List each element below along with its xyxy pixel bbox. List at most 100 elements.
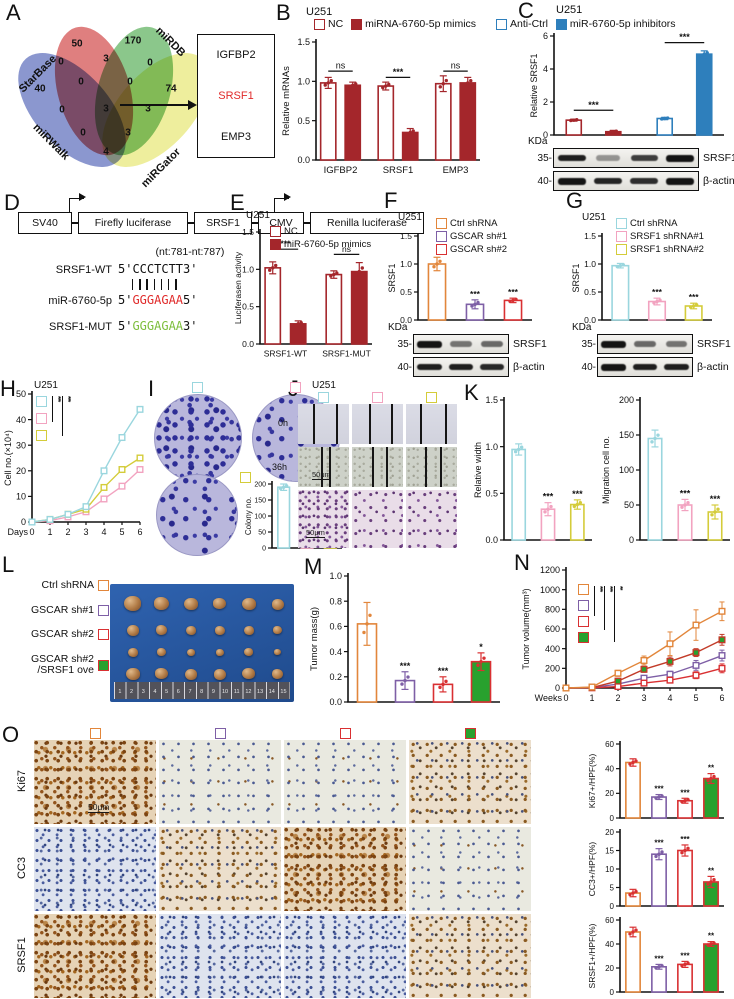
svg-text:***: ***: [680, 835, 690, 844]
ruler-number: 4: [153, 689, 157, 695]
panel-b-legend: NC miRNA-6760-5p mimics: [314, 18, 476, 30]
svg-text:200: 200: [619, 395, 634, 405]
legend-label: SRSF1 shRNA#1: [630, 231, 704, 242]
svg-text:0.5: 0.5: [485, 489, 498, 499]
svg-text:1.0: 1.0: [242, 264, 254, 274]
seq-suffix: 3': [183, 262, 198, 276]
legend-label: miR-6760-5p inhibitors: [569, 18, 676, 30]
ruler-number: 10: [221, 689, 229, 695]
blot-band: [601, 363, 627, 371]
svg-text:5: 5: [119, 527, 124, 537]
micrograph-cell: [298, 404, 349, 444]
svg-text:0.5: 0.5: [242, 302, 254, 312]
svg-text:0.5: 0.5: [297, 116, 310, 126]
colony-marker-sh2: [240, 472, 251, 483]
svg-text:0: 0: [610, 902, 615, 911]
panel-letter-e: E: [230, 190, 245, 215]
panel-c-title: U251: [556, 4, 583, 16]
blot-band: [596, 155, 620, 161]
venn-count: 0: [58, 56, 64, 68]
blot-lane: [554, 177, 590, 185]
legend-swatch: [555, 18, 567, 30]
ihc-image-cell: [284, 740, 406, 824]
blot-band: [665, 341, 688, 347]
blot-band: [417, 363, 442, 371]
svg-text:0.8: 0.8: [329, 596, 342, 606]
svg-text:***: ***: [280, 239, 291, 249]
legend-item: miR-6760-5p mimics: [270, 239, 371, 250]
scale-bar-label: 50μm: [306, 528, 325, 538]
svg-text:4: 4: [667, 693, 672, 703]
panel-n-legend: [578, 584, 589, 643]
blot-lane: [477, 363, 508, 371]
svg-text:1.0: 1.0: [485, 442, 498, 452]
panel-m-chart: 0.0 0.2 0.4 0.6 0.8 1.0 Tumor mass(g) *** *** *: [308, 568, 508, 710]
blot-protein-label: SRSF1: [697, 338, 731, 350]
base-pair-line: [146, 279, 148, 290]
legend-item: NC: [314, 18, 343, 30]
svg-text:60: 60: [605, 740, 614, 749]
venn-count: 3: [103, 103, 109, 115]
svg-text:***: ***: [438, 666, 449, 676]
significance-stars: ***: [54, 396, 61, 402]
svg-text:6: 6: [719, 693, 724, 703]
blot-band: [663, 363, 689, 371]
venn-count: 40: [34, 83, 46, 95]
blot-band: [557, 154, 587, 162]
svg-text:***: ***: [680, 788, 690, 797]
panel-letter-a: A: [6, 0, 21, 25]
svg-text:1000: 1000: [540, 585, 560, 595]
svg-text:800: 800: [545, 605, 560, 615]
ruler-number: 9: [211, 689, 215, 695]
micrograph-cell: [298, 447, 349, 487]
panel-g-legend: Ctrl shRNA SRSF1 shRNA#1 SRSF1 shRNA#2: [616, 218, 704, 255]
svg-text:**: **: [708, 932, 715, 941]
svg-text:0: 0: [610, 988, 615, 997]
base-pair-line: [160, 279, 163, 290]
ruler-number: 14: [268, 689, 275, 695]
svg-text:0.5: 0.5: [584, 287, 596, 297]
blot-lane: [661, 363, 692, 371]
wound-marker-ctrl: [318, 392, 329, 403]
scale-bar-label: 50μm: [312, 470, 331, 480]
ihc-image-cell: [284, 827, 406, 911]
ihc-image-cell: [34, 827, 156, 911]
seq-prefix: 5': [118, 319, 133, 333]
svg-text:ns: ns: [336, 61, 346, 71]
svg-text:150: 150: [254, 498, 266, 505]
panel-letter-d: D: [4, 190, 20, 215]
seq-core: GGGAGAA: [132, 293, 184, 307]
legend-label: miR-6760-5p mimics: [284, 239, 372, 250]
tumor-sample: [125, 667, 140, 680]
panel-e-legend: NC miR-6760-5p mimics: [270, 226, 371, 250]
construct-connector: [72, 222, 78, 224]
legend-item: Anti-Ctrl: [496, 18, 548, 30]
svg-text:200: 200: [545, 664, 560, 674]
legend-label: GSCAR sh#1: [450, 231, 508, 242]
legend-item: [578, 632, 589, 643]
blot-row: 40 β-actin: [388, 357, 547, 377]
svg-text:**: **: [708, 866, 715, 875]
svg-text:5: 5: [610, 883, 615, 892]
svg-text:***: ***: [679, 32, 690, 42]
micrograph-cell: [406, 404, 457, 444]
panel-e-title: U251: [246, 210, 270, 221]
tumor-sample: [157, 648, 166, 656]
ihc-row-label-srsf1: SRSF1: [16, 937, 28, 973]
ruler-number: 2: [130, 689, 134, 695]
venn-count: 4: [103, 146, 109, 158]
blot-band: [630, 154, 658, 162]
blot-strip: [597, 357, 693, 377]
venn-diagram: StarBase miRDB miRWalk miRGator 50 170 0 3 0…: [0, 17, 230, 190]
panel-n-chart: 0 200 400 600 800 1000 1200 0 1 2 3 4 5 6 Weeks Tumor v…: [520, 562, 732, 714]
svg-text:20: 20: [605, 964, 614, 973]
svg-text:150: 150: [619, 430, 634, 440]
blot-lane: [590, 155, 626, 161]
blot-row: 35 SRSF1: [528, 148, 734, 168]
legend-swatch: [616, 231, 627, 242]
legend-item: [36, 396, 47, 407]
svg-text:SRSF1-MUT: SRSF1-MUT: [322, 349, 371, 359]
blot-lane: [598, 340, 629, 348]
panel-f-chart: 0.0 0.5 1.0 1.5 SRSF1 *** ***: [386, 231, 538, 325]
venn-count: 3: [145, 103, 151, 115]
